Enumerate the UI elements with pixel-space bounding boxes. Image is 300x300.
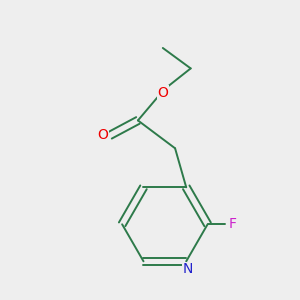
Text: O: O xyxy=(158,85,168,100)
Text: O: O xyxy=(97,128,108,142)
Text: N: N xyxy=(183,262,193,277)
Text: F: F xyxy=(229,217,237,231)
